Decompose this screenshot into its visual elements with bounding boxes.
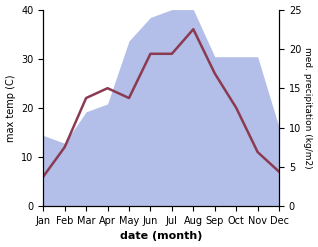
Y-axis label: med. precipitation (kg/m2): med. precipitation (kg/m2)	[303, 47, 313, 169]
Y-axis label: max temp (C): max temp (C)	[5, 74, 16, 142]
X-axis label: date (month): date (month)	[120, 231, 202, 242]
